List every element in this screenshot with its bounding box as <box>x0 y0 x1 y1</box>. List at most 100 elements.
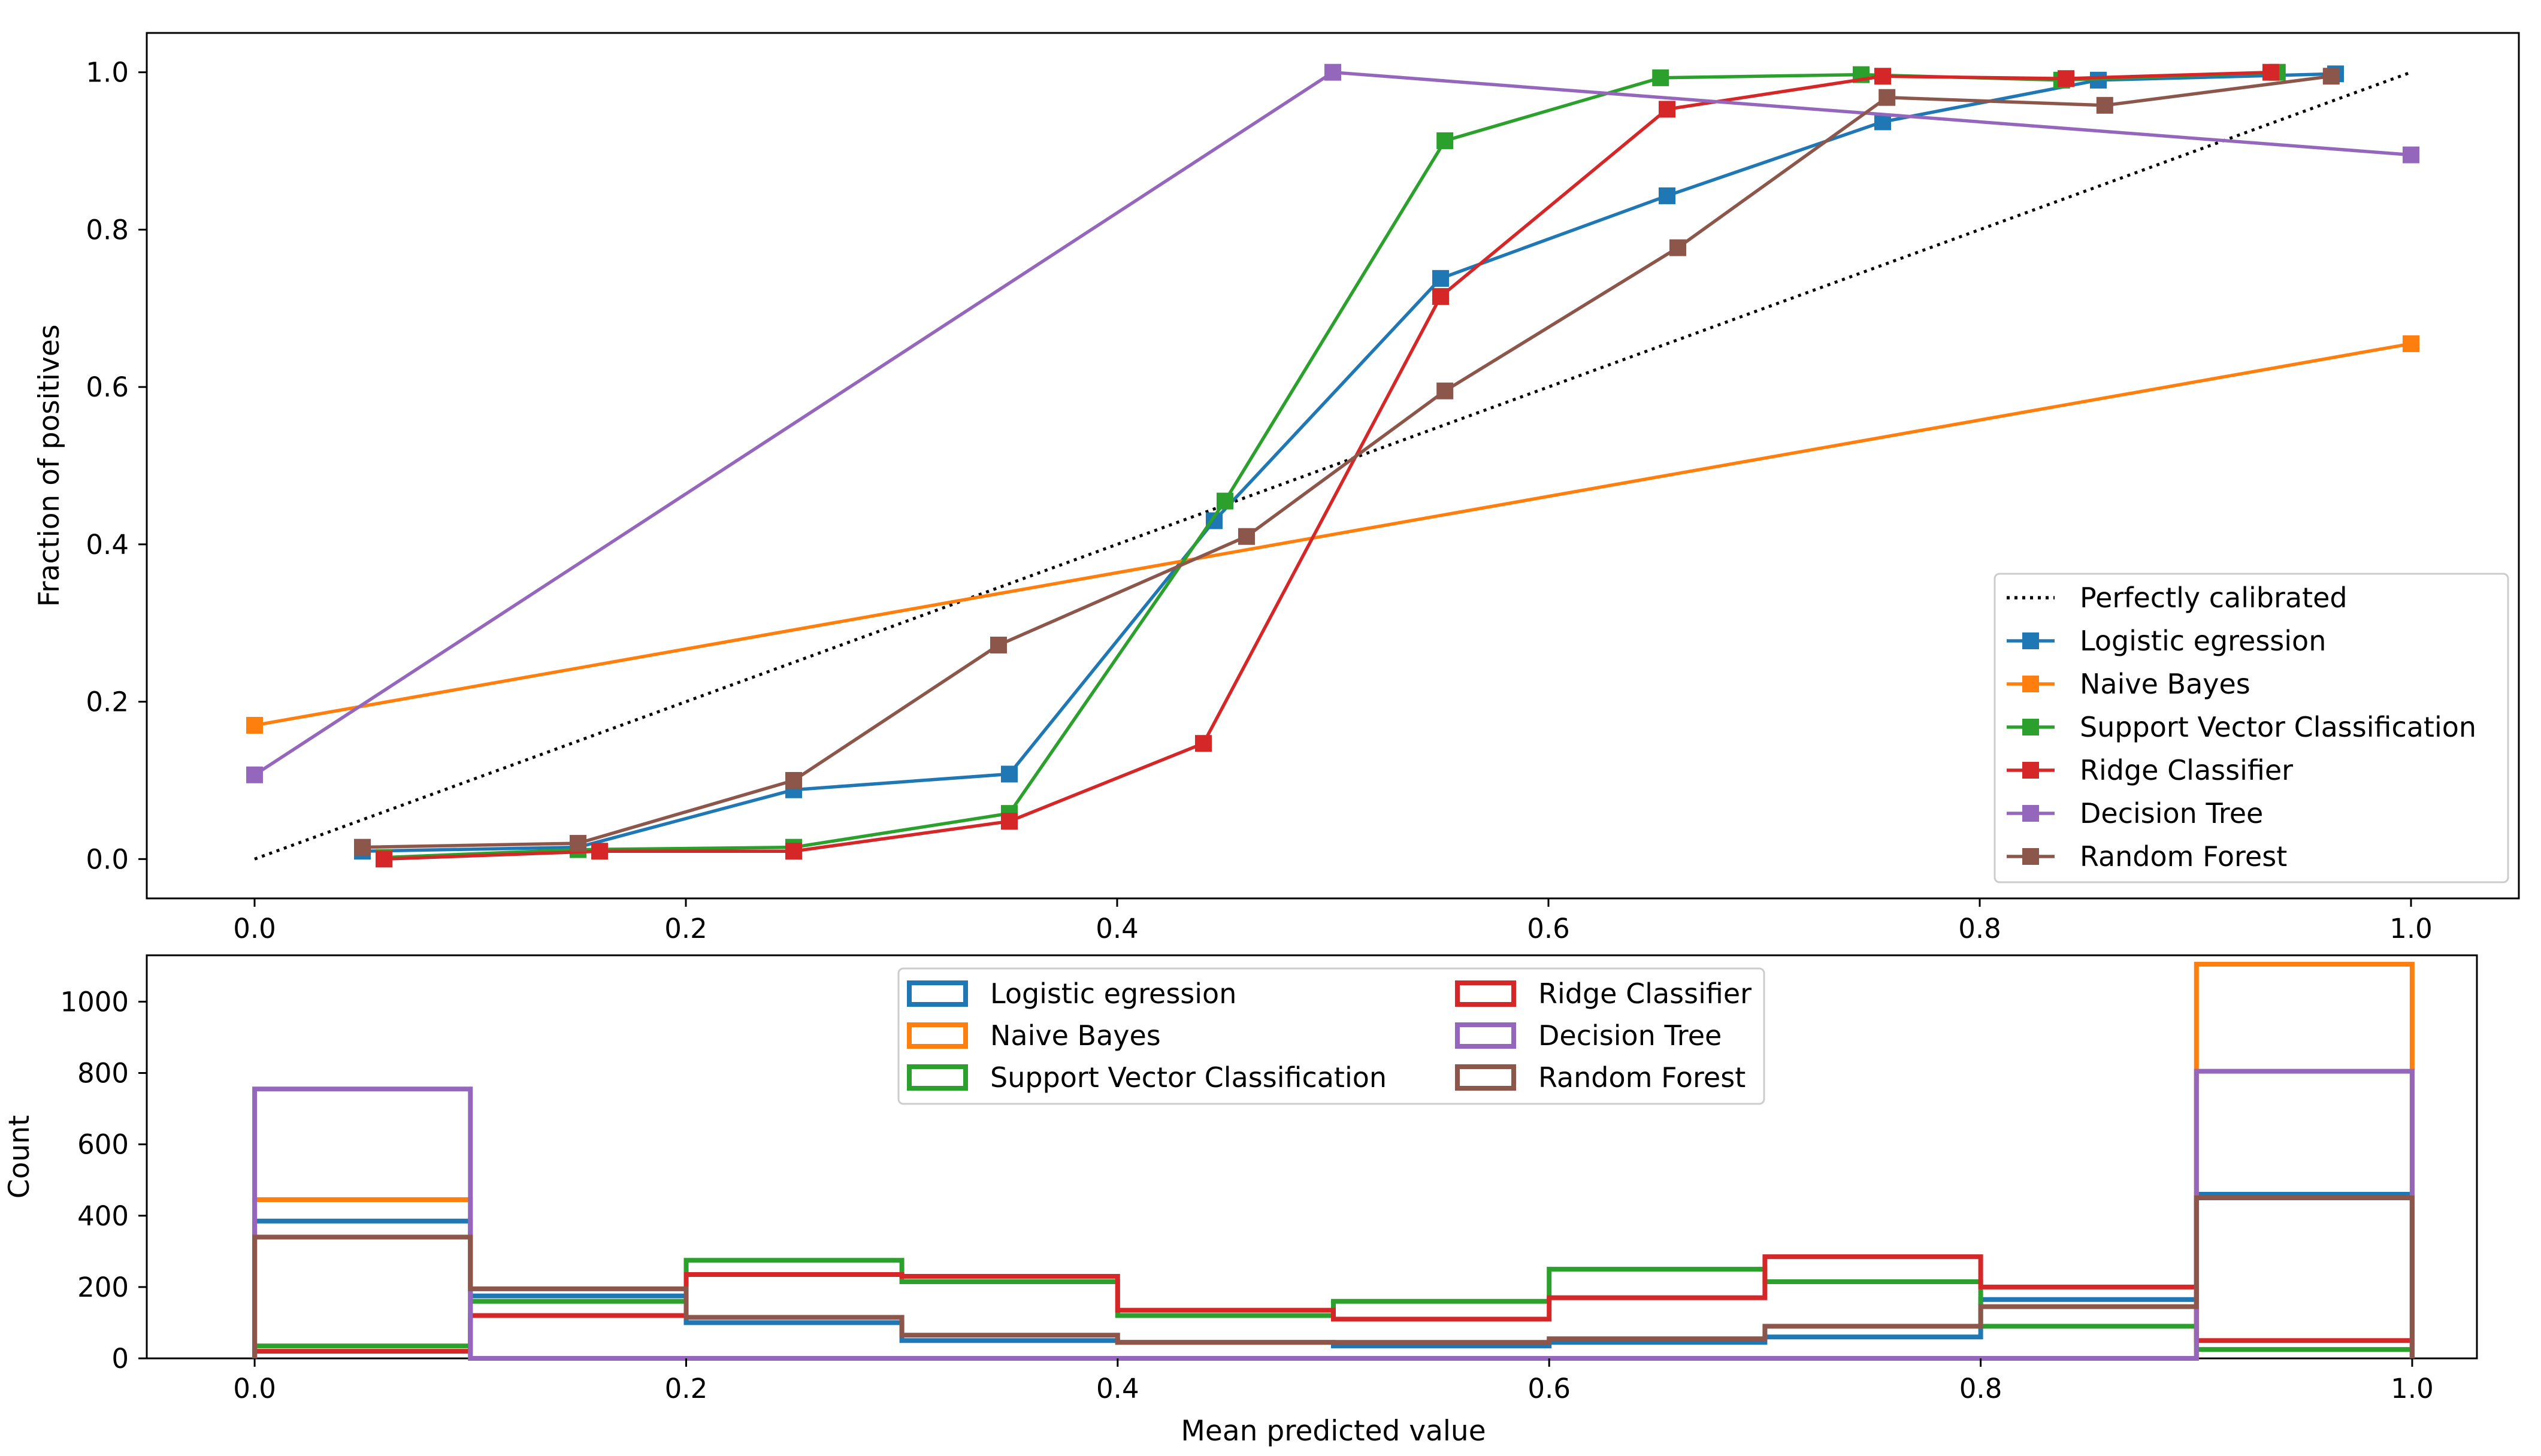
x-tick-label: 0.0 <box>233 913 276 945</box>
legend-item: Logistic egression <box>2007 625 2326 657</box>
legend-item: Perfectly calibrated <box>2007 582 2348 614</box>
data-point <box>1001 765 1018 783</box>
series-random-forest <box>354 68 2340 856</box>
legend-label: Logistic egression <box>2080 625 2326 657</box>
x-tick-label: 1.0 <box>2391 1373 2434 1404</box>
series-naive-bayes <box>246 335 2419 734</box>
legend-label: Logistic egression <box>990 977 1236 1010</box>
x-tick-label: 0.0 <box>233 1373 276 1404</box>
x-tick-label: 0.8 <box>1959 1373 2002 1404</box>
legend-label: Naive Bayes <box>990 1019 1161 1052</box>
y-tick-label: 800 <box>77 1058 129 1089</box>
data-point <box>785 771 802 789</box>
data-point <box>2096 96 2113 114</box>
data-point <box>1238 528 1255 545</box>
histogram-decision-tree <box>252 1068 2415 1361</box>
data-point <box>2262 63 2279 81</box>
data-point <box>990 637 1007 654</box>
legend-item: Ridge Classifier <box>1455 977 1752 1010</box>
x-tick-label: 0.6 <box>1527 913 1570 945</box>
legend-swatch-marker <box>2022 676 2039 692</box>
legend-item: Support Vector Classification <box>907 1061 1387 1094</box>
series-ridge-classifier <box>376 63 2279 868</box>
legend-swatch <box>1455 1022 1516 1049</box>
legend: Perfectly calibrated Logistic egression Na… <box>1994 573 2509 883</box>
data-point <box>376 850 392 868</box>
legend-label: Decision Tree <box>2080 797 2263 830</box>
data-point <box>1217 492 1233 510</box>
data-point <box>246 766 263 783</box>
y-tick-label: 0.8 <box>86 214 129 246</box>
histogram-random-forest <box>252 1195 2415 1358</box>
legend-item: Support Vector Classification <box>2007 711 2476 743</box>
data-point <box>1432 288 1449 305</box>
x-tick-label: 0.6 <box>1527 1373 1571 1404</box>
legend-item: Decision Tree <box>2007 797 2263 830</box>
y-axis-label: Count <box>3 1115 36 1199</box>
data-point <box>1659 187 1675 204</box>
x-axis-label: Mean predicted value <box>1181 1415 1486 1448</box>
legend-label: Perfectly calibrated <box>2080 582 2348 614</box>
data-point <box>1659 101 1675 118</box>
legend-label: Support Vector Classification <box>2080 711 2476 743</box>
data-point <box>1432 270 1449 287</box>
legend-item: Ridge Classifier <box>2007 754 2293 786</box>
data-point <box>1652 69 1669 86</box>
legend-frame <box>1994 573 2509 883</box>
data-point <box>591 843 608 860</box>
legend-item: Random Forest <box>2007 840 2287 873</box>
perfectly-calibrated-line <box>254 71 2412 861</box>
series-line <box>254 342 2412 727</box>
legend-label: Ridge Classifier <box>1538 977 1752 1010</box>
y-tick-label: 0.0 <box>86 843 129 875</box>
x-tick-label: 0.2 <box>664 913 707 945</box>
legend-label: Decision Tree <box>1538 1019 1722 1052</box>
data-point <box>354 839 371 856</box>
y-tick-label: 600 <box>77 1129 129 1161</box>
legend-swatch <box>907 1022 968 1049</box>
x-tick-label: 0.4 <box>1096 1373 1139 1404</box>
data-point <box>2403 335 2419 352</box>
legend: Logistic egression Naive Bayes Support Vec… <box>897 967 1765 1105</box>
series-line <box>362 74 2332 849</box>
data-point <box>570 835 586 852</box>
series-line <box>383 70 2271 861</box>
legend-label: Random Forest <box>2080 840 2287 873</box>
legend-swatch-marker <box>2022 848 2039 865</box>
y-axis-label: Fraction of positives <box>33 325 66 607</box>
legend-item: Random Forest <box>1455 1061 1746 1094</box>
data-point <box>1669 239 1686 256</box>
data-point <box>1324 63 1341 81</box>
data-point <box>2403 146 2419 164</box>
y-tick-label: 1000 <box>60 986 129 1018</box>
data-point <box>1874 68 1891 85</box>
legend-swatch <box>907 980 968 1007</box>
legend-frame <box>897 967 1765 1105</box>
legend-item: Decision Tree <box>1455 1019 1722 1052</box>
y-tick-label: 0.6 <box>86 371 129 403</box>
data-point <box>1878 89 1896 106</box>
y-tick-label: 0.4 <box>86 529 129 561</box>
legend-item: Naive Bayes <box>2007 668 2250 700</box>
legend-swatch-marker <box>2022 719 2039 735</box>
data-point <box>1001 813 1018 830</box>
data-point <box>2058 70 2074 87</box>
y-tick-label: 200 <box>77 1272 129 1303</box>
legend-label: Support Vector Classification <box>990 1061 1387 1094</box>
histogram-ridge-classifier <box>252 1254 2415 1358</box>
x-tick-label: 0.4 <box>1096 913 1139 945</box>
data-point <box>1195 735 1212 752</box>
legend-swatch-marker <box>2022 632 2039 649</box>
legend-item: Naive Bayes <box>907 1019 1161 1052</box>
legend-swatch-marker <box>2022 762 2039 779</box>
data-point <box>1436 382 1454 399</box>
y-tick-label: 1.0 <box>86 57 129 89</box>
legend-label: Naive Bayes <box>2080 668 2250 700</box>
legend-swatch <box>1455 1064 1516 1091</box>
legend-swatch <box>907 1064 968 1091</box>
calibration-plot: 0.0 0.0 0.2 0.2 0.4 0.4 0.6 0.6 0.8 0.8 1.0 1.0 Frac… <box>33 32 2520 945</box>
data-point <box>246 717 263 734</box>
data-point <box>2322 68 2340 85</box>
legend-label: Ridge Classifier <box>2080 754 2293 786</box>
